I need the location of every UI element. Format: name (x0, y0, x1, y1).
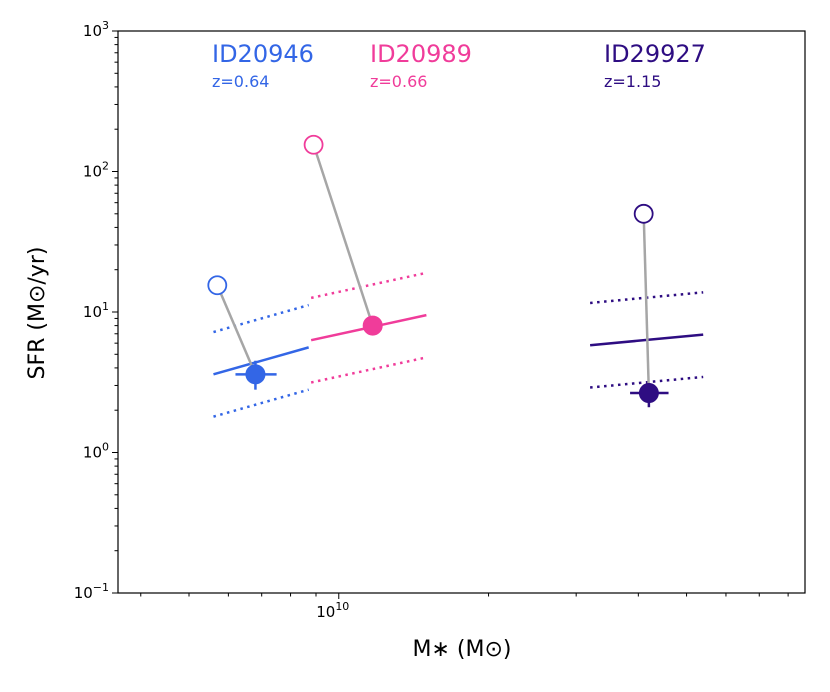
axes-frame (117, 30, 806, 594)
x-tick-label: 1010 (316, 600, 349, 621)
connector-line (216, 284, 257, 375)
open-point (633, 203, 654, 224)
y-axis-label: SFR (M⊙/yr) (25, 247, 50, 380)
open-point (303, 134, 324, 155)
plot-area: 10−1 100 101 102 103 1010 ID20946 z=0.64 ID20989… (74, 19, 806, 621)
filled-point (245, 364, 266, 385)
y-tick-label: 101 (83, 300, 109, 321)
annotation-name: ID29927 (604, 40, 706, 68)
y-tick-label: 102 (83, 160, 109, 181)
annotation-redshift: z=0.66 (370, 72, 427, 91)
ms-upper-line (310, 271, 427, 300)
connector-line (312, 144, 374, 327)
annotation-redshift: z=1.15 (604, 72, 661, 91)
filled-point (638, 383, 659, 404)
ms-lower-line (213, 388, 310, 418)
open-point (207, 275, 228, 296)
y-tick-label: 103 (83, 19, 109, 40)
main-sequence-line (213, 346, 310, 376)
x-axis-label: M∗ (M⊙) (413, 637, 512, 662)
annotation-name: ID20989 (370, 40, 472, 68)
ms-lower-line (310, 356, 427, 384)
annotation-redshift: z=0.64 (212, 72, 269, 91)
ms-lower-line (590, 375, 704, 389)
ms-upper-line (213, 303, 310, 334)
y-tick-label: 100 (83, 441, 109, 462)
y-tick-label: 10−1 (74, 581, 109, 602)
annotation-name: ID20946 (212, 40, 314, 68)
filled-point (362, 315, 383, 336)
connector-line (642, 213, 651, 394)
